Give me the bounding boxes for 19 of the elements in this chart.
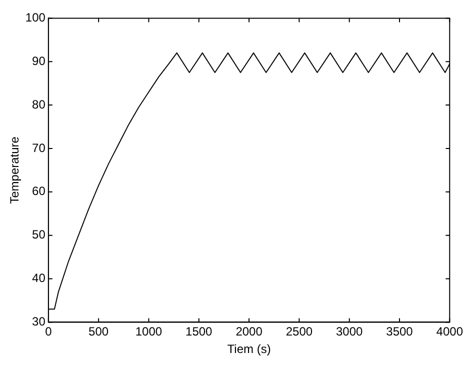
x-tick-label: 3000 [336,324,364,339]
x-tick-label: 1500 [186,324,213,339]
x-tick-label: 1000 [135,324,162,339]
x-axis-title: Tiem (s) [227,342,271,356]
x-tick-label: 4000 [436,324,464,339]
y-tick-label: 70 [32,140,46,155]
x-tick-label: 500 [88,324,109,339]
x-tick-label: 0 [45,324,52,339]
y-tick-label: 90 [32,54,46,68]
y-tick-label: 100 [25,10,46,25]
y-tick-label: 80 [32,97,46,112]
x-tick-label: 3500 [386,324,414,339]
y-tick-label: 30 [32,314,46,329]
x-tick-label: 2500 [286,324,313,339]
y-tick-label: 50 [32,228,46,242]
y-axis-title: Temperature [8,136,22,204]
y-tick-label: 60 [32,184,46,198]
x-tick-label: 2000 [236,324,263,339]
y-tick-label: 40 [32,271,46,286]
